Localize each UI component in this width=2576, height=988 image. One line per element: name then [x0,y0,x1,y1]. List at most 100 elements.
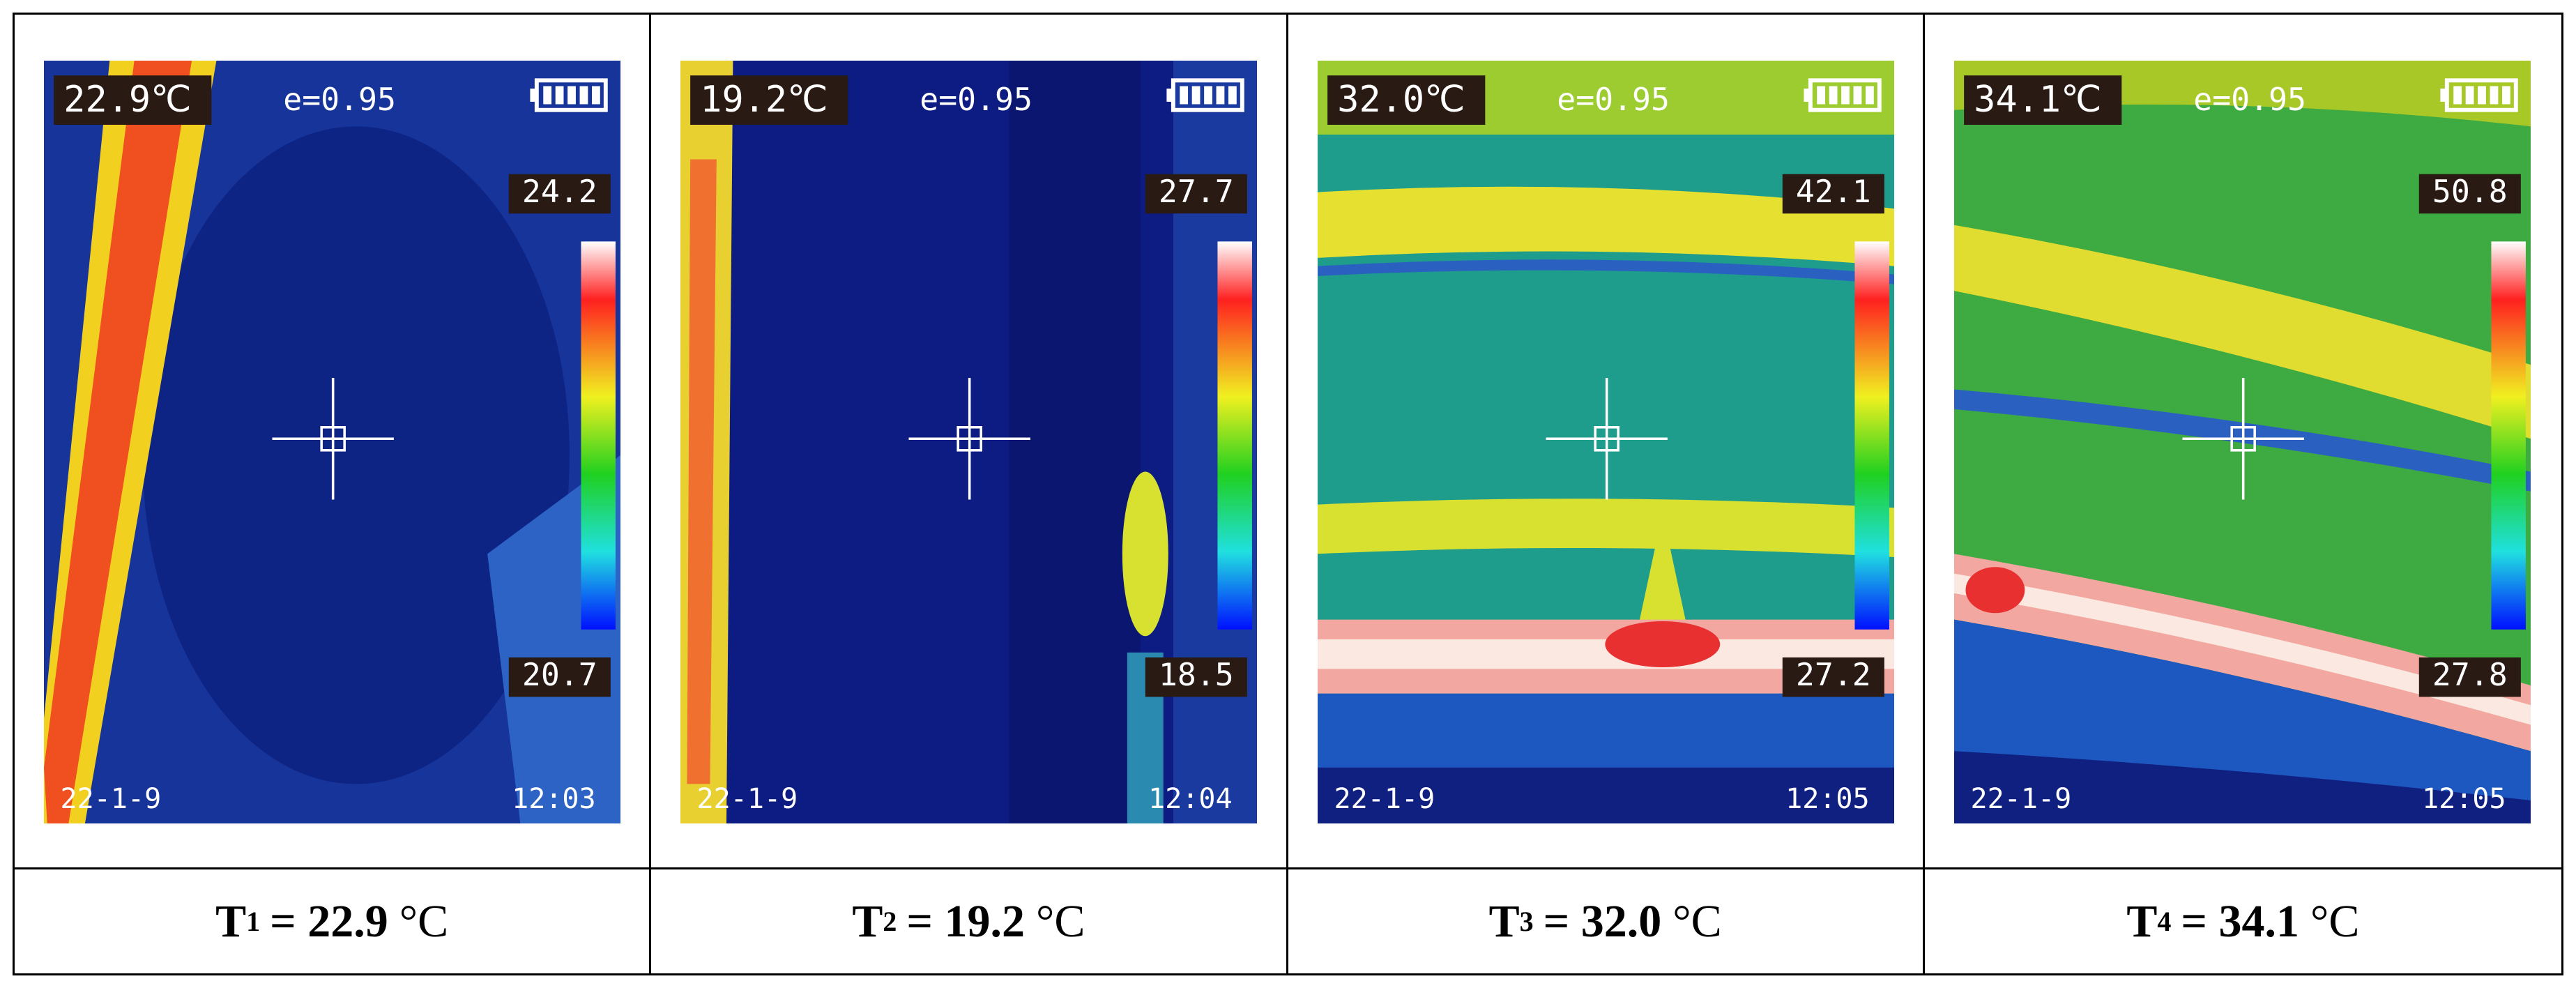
battery-cell [2490,86,2499,105]
temperature-text: 22.9℃ [63,79,191,121]
crosshair [272,378,394,500]
figure-table: 22.9℃ e=0.95 24.2 20.7 22-1-9 12:03 19.2℃ e=0.… [13,13,2563,975]
label-box [508,657,611,697]
thermal-image: 32.0℃ e=0.95 42.1 27.2 22-1-9 12:05 [1317,61,1894,823]
caption: T 3 = 32.0 °C [1288,869,1925,973]
battery-cell [1216,86,1225,105]
crosshair-box [957,426,983,452]
caption: T 2 = 19.2 °C [651,869,1288,973]
battery-cell [567,86,576,105]
label-box [1963,75,2122,125]
battery-cell [579,86,588,105]
thermal-image: 34.1℃ e=0.95 50.8 27.8 22-1-9 12:05 [1953,61,2531,823]
label-box [2418,657,2521,697]
label-box [1782,174,1884,214]
caption-subscript: 2 [883,906,897,937]
battery-cell [1228,86,1237,105]
crosshair [908,378,1031,500]
min-text: 27.2 [1795,656,1870,693]
date-text: 22-1-9 [1970,783,2071,815]
battery-icon [2440,78,2518,112]
caption-subscript: 1 [246,906,261,937]
time-text: 12:05 [2422,783,2506,815]
caption-unit: °C [399,895,449,947]
temperature-text: 32.0℃ [1337,79,1465,121]
battery-body [1171,78,1244,112]
battery-icon [530,78,608,112]
battery-body [2444,78,2518,112]
time-text: 12:05 [1785,783,1870,815]
caption: T 1 = 22.9 °C [15,869,652,973]
battery-body [1808,78,1882,112]
battery-tip [2440,89,2447,102]
color-scale [581,241,616,630]
caption-symbol: T [852,895,883,947]
label-box [1782,657,1884,697]
crosshair [2182,378,2304,500]
battery-cell [592,86,600,105]
caption: T 4 = 34.1 °C [1925,869,2561,973]
color-scale [1854,241,1889,630]
emissivity-text: e=0.95 [1557,81,1670,118]
label-box [690,75,848,125]
thermal-image: 19.2℃ e=0.95 27.7 18.5 22-1-9 12:04 [680,61,1258,823]
emissivity-text: e=0.95 [283,81,396,118]
color-scale [1217,241,1253,630]
max-text: 24.2 [522,173,597,210]
caption-symbol: T [1488,895,1520,947]
caption-unit: °C [1035,895,1085,947]
thermal-cell: 32.0℃ e=0.95 42.1 27.2 22-1-9 12:05 [1288,15,1925,869]
date-text: 22-1-9 [697,783,798,815]
caption-symbol: T [2126,895,2158,947]
battery-cell [1840,86,1850,105]
caption-unit: °C [2310,895,2360,947]
label-box [54,75,212,125]
min-text: 18.5 [1159,656,1234,693]
battery-cell [555,86,564,105]
min-text: 27.8 [2432,656,2508,693]
max-text: 50.8 [2432,173,2508,210]
label-box [1145,174,1248,214]
caption-equals: = 34.1 [2181,895,2299,947]
date-text: 22-1-9 [1334,783,1435,815]
battery-cell [2465,86,2474,105]
thermal-image: 22.9℃ e=0.95 24.2 20.7 22-1-9 12:03 [44,61,620,823]
color-scale [2491,241,2526,630]
caption-equals: = 32.0 [1543,895,1662,947]
battery-cell [1865,86,1874,105]
thermal-cell: 34.1℃ e=0.95 50.8 27.8 22-1-9 12:05 [1924,15,2561,869]
emissivity-text: e=0.95 [2193,81,2306,118]
battery-cell [1829,86,1837,105]
label-box [1327,75,1485,125]
battery-icon [1803,78,1882,112]
battery-tip [530,89,537,102]
thermal-cell: 19.2℃ e=0.95 27.7 18.5 22-1-9 12:04 [651,15,1288,869]
emissivity-text: e=0.95 [920,81,1033,118]
date-text: 22-1-9 [61,783,162,815]
battery-cell [1191,86,1201,105]
thermal-cell: 22.9℃ e=0.95 24.2 20.7 22-1-9 12:03 [15,15,652,869]
crosshair-box [2230,426,2256,452]
label-box [1145,657,1248,697]
min-text: 20.7 [522,656,597,693]
battery-cell [1816,86,1825,105]
battery-cell [1853,86,1861,105]
max-text: 42.1 [1795,173,1870,210]
max-text: 27.7 [1159,173,1234,210]
temperature-text: 34.1℃ [1974,79,2101,121]
battery-cell [2453,86,2462,105]
caption-subscript: 4 [2157,906,2172,937]
battery-cell [2477,86,2486,105]
battery-cell [1180,86,1189,105]
crosshair-box [1593,426,1619,452]
caption-equals: = 22.9 [270,895,388,947]
battery-tip [1166,89,1174,102]
battery-cell [543,86,552,105]
crosshair [1546,378,1668,500]
battery-cell [1204,86,1213,105]
caption-equals: = 19.2 [906,895,1025,947]
time-text: 12:03 [512,783,596,815]
battery-tip [1803,89,1811,102]
time-text: 12:04 [1148,783,1233,815]
crosshair-box [320,426,346,452]
